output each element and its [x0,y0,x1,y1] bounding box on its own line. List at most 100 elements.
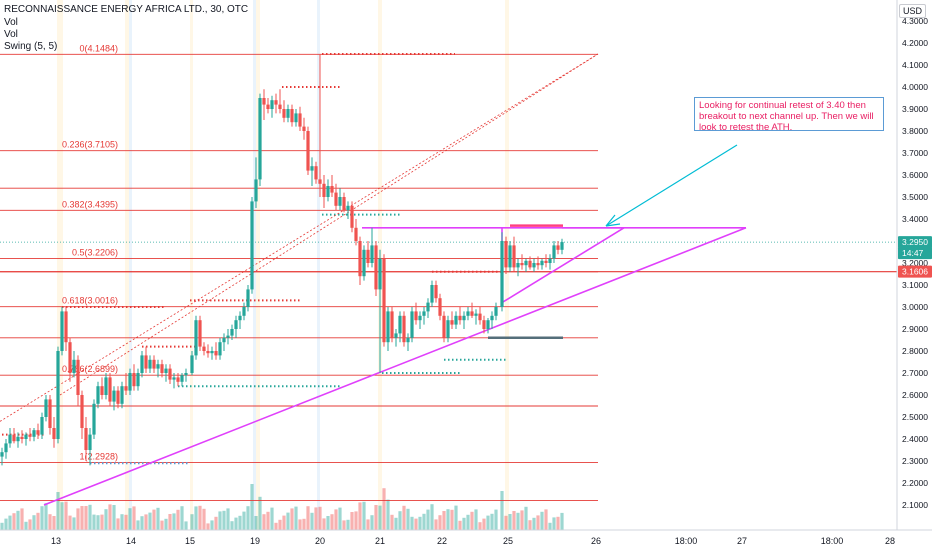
candle-body [442,315,446,338]
price-tick-label: 2.3000 [902,456,928,466]
currency-badge[interactable]: USD [898,4,926,18]
candle-body [474,313,478,316]
candle-body [84,428,88,450]
volume-bar [560,512,564,530]
candle-body [552,245,556,259]
candle-body [446,320,450,338]
price-tick-label: 2.5000 [902,412,928,422]
volume-bar [306,506,310,530]
volume-bar [414,518,418,530]
volume-bar [206,523,210,530]
volume-bar [358,502,362,530]
volume-bar [520,510,524,530]
volume-bar [60,502,64,530]
candle-body [540,260,544,266]
candle-body [382,258,386,343]
candle-body [370,245,374,263]
candle-body [438,298,442,316]
session-band [190,0,193,530]
session-band [57,0,63,530]
price-tick-label: 2.7000 [902,368,928,378]
volume-bar [68,515,72,530]
candle-body [180,375,184,382]
price-label: 14:47 [902,248,924,258]
volume-bar [104,509,108,530]
candle-body [124,386,128,391]
volume-bar [120,514,124,530]
volume-bar [0,522,4,530]
candle-body [274,100,278,105]
candles [0,54,564,466]
volume-bar [48,514,52,530]
price-tick-label: 3.2000 [902,258,928,268]
time-tick-label: 26 [591,536,601,546]
candle-body [242,307,246,316]
volume-bar [478,522,482,530]
volume-bar [366,519,370,530]
pennant-lower [501,227,625,304]
candle-body [190,355,194,373]
volume-bar [410,516,414,530]
volume-bar [434,519,438,530]
candle-body [414,311,418,321]
candle-body [516,263,520,268]
candle-body [290,109,294,123]
analysis-note[interactable]: Looking for continual retest of 3.40 the… [694,97,884,133]
candle-body [410,311,414,338]
volume-bar [342,520,346,530]
candle-body [44,399,48,417]
volume-bar [76,508,80,530]
trend-lines[interactable] [0,53,747,506]
volume-bar [466,514,470,530]
price-tick-label: 3.8000 [902,126,928,136]
candle-body [544,260,548,263]
candle-body [512,245,516,268]
candle-body [322,183,326,197]
indicator-vol-2[interactable]: Vol [4,29,18,40]
candle-body [234,320,238,329]
candle-body [354,227,358,241]
volume-bar [72,517,76,530]
candle-body [120,386,124,404]
swing-lines [2,53,563,465]
price-tick-label: 4.1000 [902,60,928,70]
volume-bar [500,491,504,530]
candle-body [390,311,394,338]
time-tick-label: 27 [737,536,747,546]
candle-body [56,351,60,439]
candle-body [314,166,318,180]
indicator-vol-1[interactable]: Vol [4,17,18,28]
price-tick-label: 2.2000 [902,478,928,488]
volume-bar [504,515,508,530]
candle-body [64,311,68,343]
fib-label: 0(4.1484) [79,43,118,53]
volume-bar [132,506,136,530]
volume-bar [508,514,512,530]
candle-body [362,249,366,277]
support-trendline [43,227,747,506]
volume-bar [482,518,486,530]
candle-body [338,197,342,206]
chart-title[interactable]: RECONNAISSANCE ENERGY AFRICA LTD., 30, O… [4,4,249,15]
volume-bar [286,512,290,530]
time-tick-label: 22 [437,536,447,546]
candle-body [172,377,176,380]
candle-body [100,386,104,395]
volume-bar [528,520,532,530]
volume-bar [144,514,148,530]
candle-body [560,242,564,250]
candle-body [108,377,112,402]
candle-body [32,430,36,437]
candle-body [128,373,132,391]
volume-bar [266,511,270,530]
candle-body [258,98,262,180]
volume-bar [374,505,378,530]
price-tick-label: 4.2000 [902,38,928,48]
indicator-swing[interactable]: Swing (5, 5) [4,41,58,52]
candle-body [16,436,20,442]
volume-bar [544,509,548,530]
price-label-bg [898,265,932,278]
volume-bar [406,508,410,530]
price-tick-label: 3.1000 [902,280,928,290]
